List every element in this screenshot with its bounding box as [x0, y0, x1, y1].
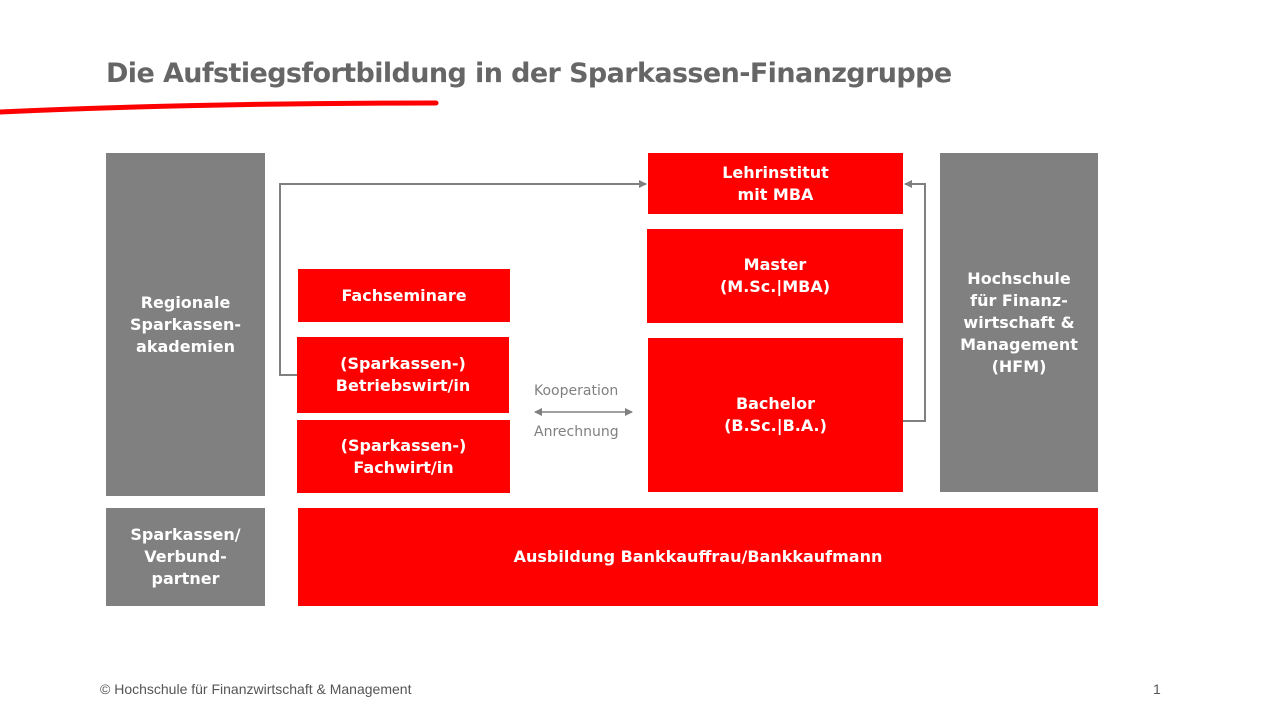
credit-label: Anrechnung — [534, 424, 619, 440]
copyright-text: © Hochschule für Finanzwirtschaft & Mana… — [100, 681, 412, 697]
fachwirt-box: (Sparkassen-) Fachwirt/in — [297, 420, 510, 493]
ausbildung-box: Ausbildung Bankkauffrau/Bankkaufmann — [298, 508, 1098, 606]
master-box: Master (M.Sc.|MBA) — [647, 229, 903, 323]
betriebswirt-box: (Sparkassen-) Betriebswirt/in — [297, 337, 509, 413]
regional-academies-box: Regionale Sparkassen- akademien — [106, 153, 265, 496]
page-title: Die Aufstiegsfortbildung in der Sparkass… — [106, 58, 952, 89]
fachseminare-box: Fachseminare — [298, 269, 510, 322]
lehrinstitut-box: Lehrinstitut mit MBA — [648, 153, 903, 214]
hfm-box: Hochschule für Finanz- wirtschaft & Mana… — [940, 153, 1098, 492]
page-number: 1 — [1153, 681, 1161, 697]
partners-box: Sparkassen/ Verbund- partner — [106, 508, 265, 606]
bachelor-box: Bachelor (B.Sc.|B.A.) — [648, 338, 903, 492]
cooperation-label: Kooperation — [534, 383, 619, 399]
